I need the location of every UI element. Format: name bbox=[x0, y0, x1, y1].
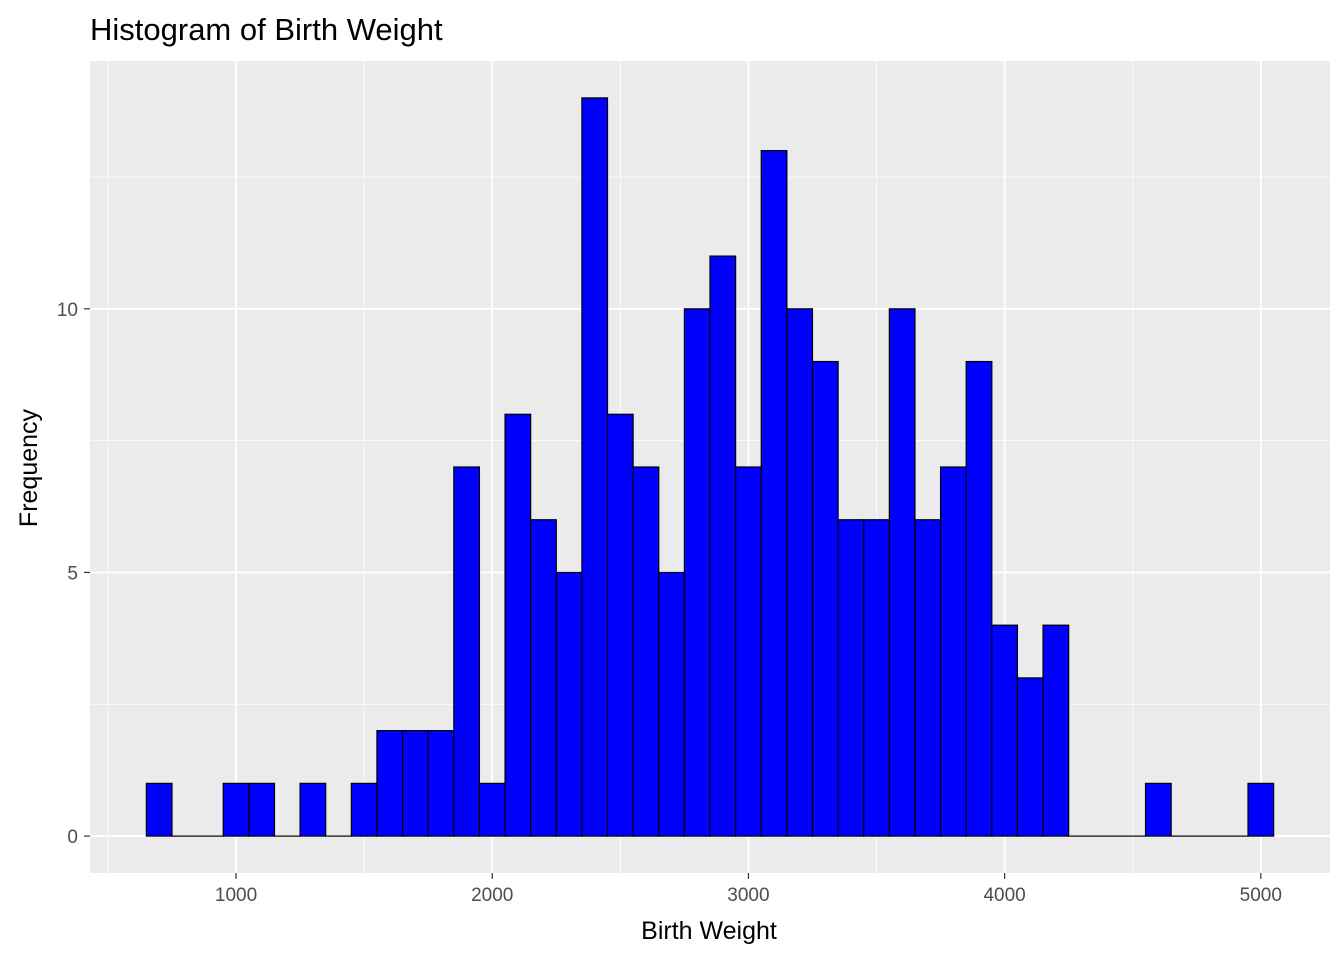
histogram-bar bbox=[632, 466, 660, 837]
histogram-bar bbox=[837, 519, 865, 837]
histogram-bar bbox=[735, 466, 762, 837]
histogram-bar bbox=[939, 466, 967, 837]
y-tick-label: 10 bbox=[57, 300, 78, 321]
histogram-bar bbox=[401, 730, 429, 837]
x-axis: 1000 2000 3000 4000 5000 bbox=[215, 873, 1282, 906]
y-axis: 0 5 10 bbox=[57, 300, 90, 848]
histogram-bar bbox=[658, 571, 685, 837]
histogram-bar bbox=[991, 624, 1019, 837]
x-tick-label: 2000 bbox=[471, 885, 513, 906]
histogram-bar bbox=[581, 97, 609, 837]
y-axis-title: Frequency bbox=[15, 408, 43, 527]
histogram-bar bbox=[683, 308, 711, 837]
histogram-bar bbox=[453, 466, 481, 837]
histogram-bar bbox=[555, 571, 583, 837]
histogram-bar bbox=[888, 308, 916, 837]
histogram-bar bbox=[786, 308, 814, 837]
histogram-bar bbox=[863, 519, 890, 837]
histogram-bar bbox=[606, 413, 634, 837]
histogram-bar bbox=[811, 360, 839, 837]
histogram-bar bbox=[145, 782, 173, 837]
x-tick-label: 1000 bbox=[215, 885, 257, 906]
histogram-bar bbox=[222, 782, 250, 837]
histogram-bar bbox=[530, 519, 557, 837]
histogram-bar bbox=[760, 150, 788, 837]
histogram-bar bbox=[1247, 782, 1275, 837]
histogram-bar bbox=[376, 730, 404, 837]
y-tick-label: 0 bbox=[67, 827, 78, 848]
histogram-bar bbox=[709, 255, 737, 837]
histogram-bar bbox=[914, 519, 942, 837]
histogram-bars bbox=[145, 97, 1275, 837]
x-tick-label: 3000 bbox=[727, 885, 769, 906]
histogram-bar bbox=[299, 782, 327, 837]
chart-title: Histogram of Birth Weight bbox=[90, 12, 443, 47]
histogram-bar bbox=[248, 782, 276, 837]
histogram-bar bbox=[1144, 782, 1172, 837]
x-axis-title: Birth Weight bbox=[641, 917, 777, 945]
histogram-bar bbox=[350, 782, 378, 837]
histogram-bar bbox=[965, 360, 993, 837]
x-tick-label: 4000 bbox=[983, 885, 1025, 906]
histogram-bar bbox=[504, 413, 532, 837]
histogram-bar bbox=[427, 730, 455, 837]
histogram-bar bbox=[1016, 677, 1044, 837]
histogram-bar bbox=[478, 782, 506, 837]
histogram-bar bbox=[1042, 624, 1070, 837]
y-tick-label: 5 bbox=[67, 563, 78, 584]
x-tick-label: 5000 bbox=[1240, 885, 1282, 906]
